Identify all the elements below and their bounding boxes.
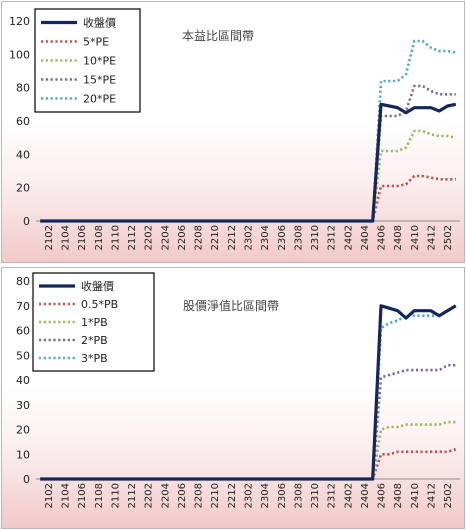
chart1-ytick-label: 40 <box>16 374 30 387</box>
pb-band-chart-svg: 0 10 20 30 40 50 60 70 80 2102 2104 2106 2108 2110 211… <box>16 272 460 508</box>
chart0-xtick-label: 2208 <box>194 225 205 250</box>
chart0-xtick-label: 2304 <box>260 225 271 250</box>
chart0-xtick-label: 2204 <box>160 225 171 250</box>
chart0-xtick-label: 2108 <box>94 225 105 250</box>
chart1-xtick-label: 2306 <box>277 483 288 508</box>
chart0-xtick-label: 2112 <box>127 225 138 250</box>
chart0-xtick-label: 2406 <box>377 225 388 250</box>
chart0-xtick-label: 2206 <box>177 225 188 250</box>
chart1-xtick-label: 2108 <box>94 483 105 508</box>
chart1-xtick-label: 2406 <box>377 483 388 508</box>
chart1-xtick-label: 2208 <box>194 483 205 508</box>
chart1-legend-box <box>32 272 155 372</box>
chart0-legend-label: 5*PE <box>83 36 109 49</box>
chart1-legend-label: 0.5*PB <box>81 298 118 311</box>
chart1-xtick-label: 2310 <box>310 483 321 508</box>
chart0-xtick-label: 2106 <box>77 225 88 250</box>
chart1-title: 股價淨值比區間帶 <box>183 298 279 313</box>
chart0-series-1-line <box>40 174 456 223</box>
chart0-xtick-label: 2408 <box>393 225 404 250</box>
chart0-xtick-label: 2308 <box>293 225 304 250</box>
pb-band-chart: 0 10 20 30 40 50 60 70 80 2102 2104 2106 2108 2110 211… <box>1 267 465 529</box>
chart0-ytick-label: 100 <box>9 48 30 61</box>
chart1-xtick-label: 2312 <box>327 483 338 508</box>
chart1-xtick-label: 2404 <box>360 483 371 508</box>
chart1-xtick-label: 2202 <box>144 483 155 508</box>
chart0-legend-label: 收盤價 <box>83 16 116 30</box>
chart1-xtick-label: 2206 <box>177 483 188 508</box>
chart0-xtick-label: 2404 <box>360 225 371 250</box>
chart1-xtick-label: 2408 <box>393 483 404 508</box>
chart1-xtick-label: 2106 <box>77 483 88 508</box>
pe-band-chart-svg: 0 20 40 60 80 100 120 2102 2104 2106 2108 2110 2112 2… <box>9 8 460 250</box>
chart0-legend-label: 10*PE <box>83 55 116 68</box>
chart0-ytick-label: 80 <box>16 82 30 95</box>
chart1-xtick-label: 2212 <box>227 483 238 508</box>
chart0-xtick-label: 2502 <box>443 225 454 250</box>
pe-band-chart: 0 20 40 60 80 100 120 2102 2104 2106 2108 2110 2112 2… <box>1 1 465 263</box>
chart0-ytick-label: 60 <box>16 115 30 128</box>
chart1-series-1-line <box>40 448 457 481</box>
chart0-ytick-label: 120 <box>9 15 30 28</box>
chart0-ytick-label: 0 <box>23 215 30 228</box>
chart0-ytick-label: 20 <box>16 182 30 195</box>
chart1-ytick-label: 20 <box>16 424 30 437</box>
chart1-xtick-label: 2308 <box>293 483 304 508</box>
chart0-xtick-label: 2302 <box>244 225 255 250</box>
chart0-xtick-label: 2212 <box>227 225 238 250</box>
chart1-xtick-label: 2112 <box>127 483 138 508</box>
chart1-legend-label: 收盤價 <box>81 279 114 293</box>
chart1-ytick-label: 30 <box>16 399 30 412</box>
chart0-ytick-label: 40 <box>16 148 30 161</box>
chart1-xtick-label: 2204 <box>160 483 171 508</box>
chart1-xtick-label: 2302 <box>244 483 255 508</box>
chart1-xtick-label: 2210 <box>210 483 221 508</box>
chart0-xtick-label: 2402 <box>343 225 354 250</box>
chart1-series-2-line <box>40 420 456 481</box>
chart0-xtick-label: 2202 <box>144 225 155 250</box>
chart0-xtick-label: 2312 <box>327 225 338 250</box>
chart1-ytick-label: 60 <box>16 325 30 338</box>
chart0-xtick-label: 2104 <box>61 225 72 250</box>
chart1-ytick-label: 0 <box>23 473 30 486</box>
chart1-ytick-label: 80 <box>16 275 30 288</box>
chart0-xtick-label: 2306 <box>277 225 288 250</box>
chart1-ytick-label: 10 <box>16 448 30 461</box>
chart1-legend-label: 2*PB <box>81 334 108 347</box>
chart1-series-0-line <box>40 304 457 481</box>
chart1-xtick-label: 2102 <box>44 483 55 508</box>
chart1-xtick-label: 2410 <box>410 483 421 508</box>
chart0-xtick-label: 2412 <box>426 225 437 250</box>
chart1-legend-label: 3*PB <box>81 352 108 365</box>
chart1-legend: 收盤價 0.5*PB 1*PB 2*PB 3*PB <box>32 272 155 372</box>
chart1-xtick-label: 2502 <box>443 483 454 508</box>
chart0-series-2-line <box>40 129 457 223</box>
chart0-xtick-label: 2210 <box>210 225 221 250</box>
chart0-series-0-line <box>40 102 457 223</box>
chart0-title: 本益比區間帶 <box>182 29 254 43</box>
chart1-ytick-label: 70 <box>16 300 30 313</box>
chart0-xtick-label: 2310 <box>310 225 321 250</box>
chart0-xtick-label: 2102 <box>44 225 55 250</box>
chart1-xtick-label: 2110 <box>110 483 121 508</box>
chart0-legend-label: 15*PE <box>83 74 116 87</box>
chart1-legend-label: 1*PB <box>81 316 108 329</box>
chart1-series-3-line <box>40 363 456 481</box>
chart1-ytick-label: 50 <box>16 349 30 362</box>
chart0-legend: 收盤價 5*PE 10*PE 15*PE 20*PE <box>34 8 141 113</box>
chart1-xtick-label: 2104 <box>61 483 72 508</box>
chart0-xtick-label: 2410 <box>410 225 421 250</box>
chart1-xtick-label: 2412 <box>426 483 437 508</box>
chart0-xtick-label: 2110 <box>110 225 121 250</box>
chart1-xtick-label: 2402 <box>343 483 354 508</box>
chart1-xtick-label: 2304 <box>260 483 271 508</box>
chart0-legend-label: 20*PE <box>83 93 116 106</box>
